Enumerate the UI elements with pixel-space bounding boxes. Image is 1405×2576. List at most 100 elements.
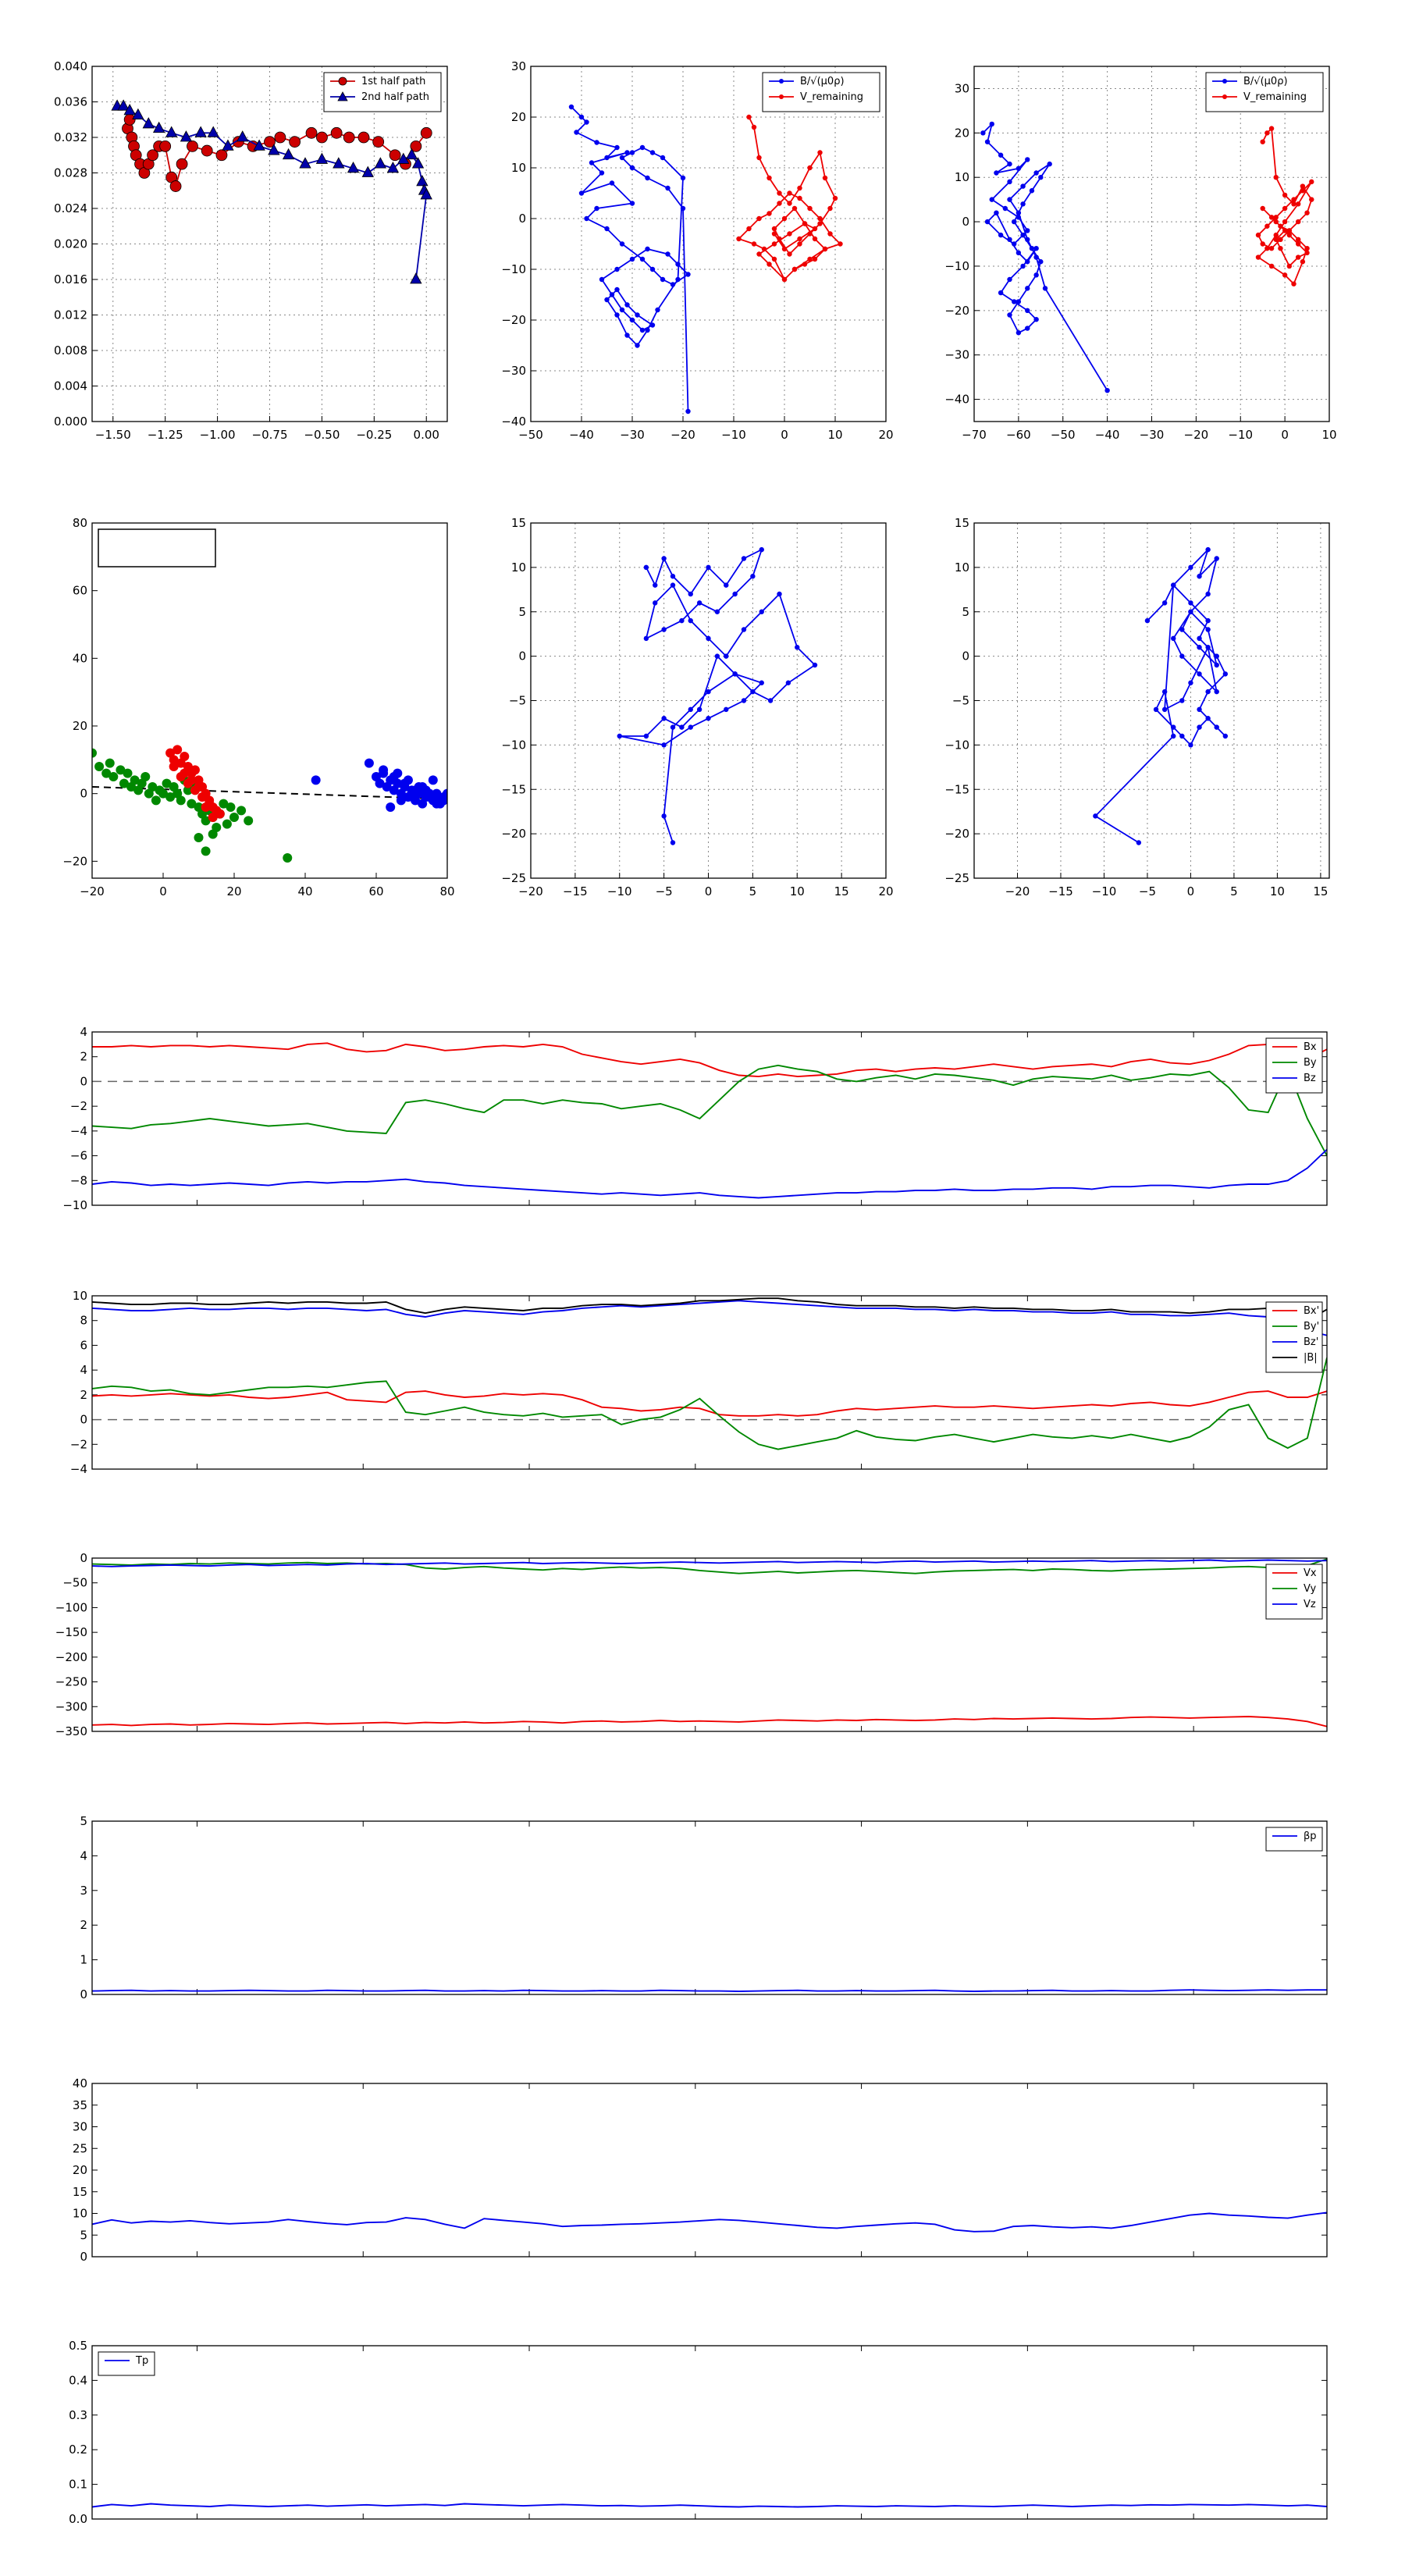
x-tick-label: 15 [1313, 884, 1328, 898]
data-point [1153, 706, 1159, 713]
y-tick-label: 0.4 [69, 2373, 87, 2387]
data-point [1033, 254, 1039, 260]
data-point [1268, 215, 1275, 220]
plot-frame [91, 1557, 1328, 1732]
y-tick-label: 2 [80, 1388, 87, 1402]
x-tick-label: −0.50 [304, 428, 340, 442]
data-point [416, 175, 429, 187]
y-tick-label: 35 [73, 2098, 87, 2112]
series-b [1093, 546, 1229, 845]
data-point [159, 140, 172, 152]
data-point [679, 617, 685, 624]
plot-area [1093, 546, 1229, 845]
y-tick-label: 10 [73, 1289, 87, 1303]
data-point [1042, 286, 1048, 291]
data-point [1020, 201, 1026, 207]
data-point [688, 724, 693, 730]
data-point [1093, 813, 1098, 819]
legend-marker [337, 91, 348, 101]
data-point [1007, 197, 1012, 202]
data-point [994, 210, 999, 215]
data-point [364, 758, 374, 768]
x-tick-label: 5 [749, 884, 757, 898]
data-point [1273, 219, 1279, 225]
data-point [333, 157, 345, 169]
data-point [741, 556, 747, 561]
series-line [737, 116, 842, 281]
data-point [180, 768, 190, 778]
data-point [1286, 232, 1293, 238]
legend-label: B/√(μ0ρ) [1243, 76, 1288, 87]
data-point [289, 136, 301, 148]
legend-label: By' [1304, 1321, 1319, 1332]
data-point [274, 131, 286, 144]
x-tick-label: −1.00 [200, 428, 236, 442]
data-point [604, 155, 610, 161]
data-point [1222, 671, 1229, 677]
data-point [268, 144, 280, 155]
data-point [797, 195, 802, 201]
data-point [594, 205, 599, 212]
data-point [1007, 237, 1012, 243]
y-tick-label: 10 [955, 560, 969, 575]
data-point [767, 262, 772, 267]
data-point [1268, 126, 1275, 131]
data-point [123, 104, 136, 116]
data-point [706, 564, 711, 571]
data-point [980, 130, 986, 136]
data-point [117, 99, 130, 111]
data-point [797, 185, 802, 191]
data-point [1309, 179, 1314, 185]
data-point [1161, 600, 1168, 606]
data-point [1161, 688, 1168, 695]
data-point [645, 246, 650, 252]
data-point [1038, 259, 1044, 265]
data-point [158, 788, 168, 799]
data-point [787, 231, 792, 237]
legend-label: Bx [1304, 1041, 1317, 1053]
data-point [374, 157, 387, 169]
data-point [1278, 245, 1283, 251]
x-tick-label: 40 [297, 884, 312, 898]
data-point [1033, 272, 1039, 278]
data-point [746, 114, 752, 120]
x-tick-label: −50 [518, 428, 543, 442]
data-point [397, 152, 410, 164]
data-point [802, 221, 808, 226]
x-tick-label: −0.75 [252, 428, 288, 442]
x-tick-label: 10 [1321, 428, 1336, 442]
legend-label: |B| [1304, 1352, 1318, 1364]
data-point [1025, 259, 1030, 265]
data-point [1300, 188, 1306, 194]
y-tick-label: −10 [944, 259, 969, 273]
y-tick-label: 0 [80, 2250, 87, 2264]
y-tick-label: −30 [944, 348, 969, 362]
y-tick-label: −350 [55, 1724, 87, 1738]
data-point [665, 185, 670, 191]
y-tick-label: 0.3 [69, 2408, 87, 2422]
legend-label: Bz [1304, 1073, 1316, 1084]
data-point [311, 775, 321, 785]
data-point [94, 762, 105, 771]
y-tick-label: 2 [80, 1050, 87, 1064]
data-point [1025, 157, 1030, 162]
legend-label: V_remaining [800, 91, 863, 103]
data-point [807, 205, 813, 212]
legend-label: Vz [1304, 1599, 1316, 1610]
series-bx-line [92, 1042, 1327, 1078]
data-point [372, 136, 385, 148]
series-2nd-half-path [111, 99, 432, 284]
y-tick-label: 0.024 [54, 201, 87, 215]
data-point [624, 333, 630, 338]
data-point [736, 236, 742, 242]
data-point [994, 170, 999, 176]
data-point [1205, 617, 1211, 624]
data-point [315, 152, 329, 164]
data-point [165, 126, 178, 137]
data-point [696, 600, 702, 606]
x-tick-label: −20 [1184, 428, 1209, 442]
data-point [756, 155, 762, 161]
y-tick-label: −25 [944, 871, 969, 885]
data-point [1260, 205, 1265, 212]
data-point [998, 152, 1004, 158]
